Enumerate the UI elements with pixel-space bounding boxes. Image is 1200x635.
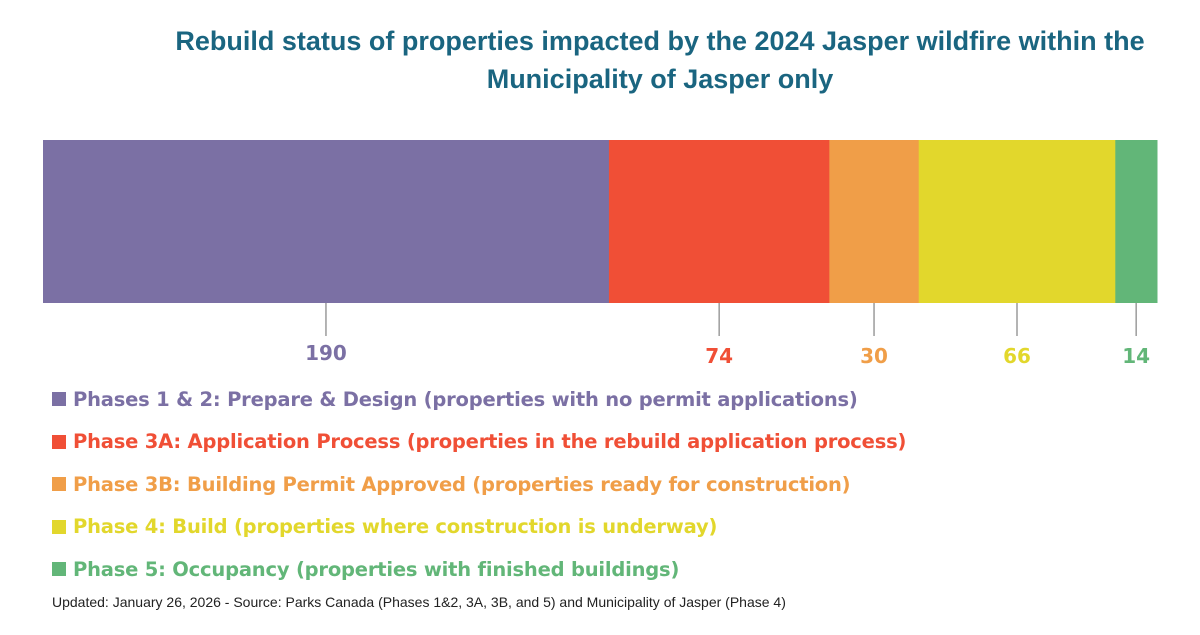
bar-segment-2	[608, 140, 830, 303]
value-label-5: 14	[1122, 344, 1150, 368]
bar-segment-4	[918, 140, 1116, 303]
chart-title: Rebuild status of properties impacted by…	[60, 22, 1200, 98]
legend-item-2: Phase 3A: Application Process (propertie…	[52, 421, 906, 464]
legend-item-4: Phase 4: Build (properties where constru…	[52, 506, 906, 549]
legend-label-5: Phase 5: Occupancy (properties with fini…	[73, 557, 680, 581]
legend-swatch-4	[52, 519, 66, 534]
source-footnote: Updated: January 26, 2026 - Source: Park…	[52, 594, 786, 610]
bar-segment-3	[829, 140, 920, 303]
value-label-1: 190	[305, 341, 347, 365]
chart-title-line-1: Rebuild status of properties impacted by…	[175, 26, 1145, 56]
legend-swatch-3	[52, 477, 66, 492]
bar-segment-1	[43, 140, 610, 303]
legend-item-5: Phase 5: Occupancy (properties with fini…	[52, 548, 906, 591]
legend-item-1: Phases 1 & 2: Prepare & Design (properti…	[52, 378, 906, 421]
chart-legend: Phases 1 & 2: Prepare & Design (properti…	[52, 378, 906, 591]
legend-swatch-5	[52, 562, 66, 577]
chart-title-line-2: Municipality of Jasper only	[486, 64, 834, 94]
value-label-3: 30	[860, 344, 888, 368]
value-label-4: 66	[1003, 344, 1031, 368]
legend-label-1: Phases 1 & 2: Prepare & Design (properti…	[73, 387, 858, 411]
legend-item-3: Phase 3B: Building Permit Approved (prop…	[52, 463, 906, 506]
legend-swatch-1	[52, 392, 66, 407]
legend-swatch-2	[52, 434, 66, 449]
stacked-bar-chart: 190 74 30 66 14	[43, 140, 1158, 368]
legend-label-3: Phase 3B: Building Permit Approved (prop…	[73, 472, 851, 496]
value-label-2: 74	[705, 344, 733, 368]
legend-label-4: Phase 4: Build (properties where constru…	[73, 515, 718, 539]
legend-label-2: Phase 3A: Application Process (propertie…	[73, 430, 907, 454]
bar-segment-5	[1115, 140, 1158, 303]
